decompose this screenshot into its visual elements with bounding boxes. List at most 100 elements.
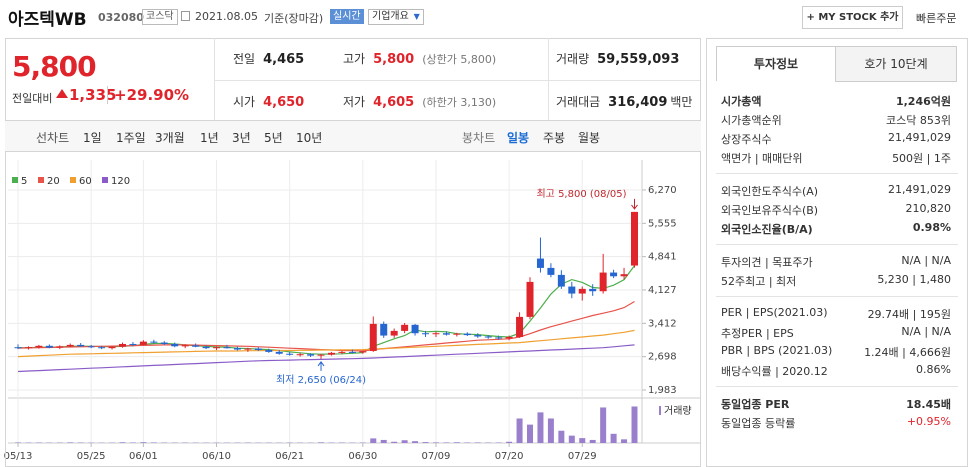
- volume-bar: [140, 442, 147, 443]
- legend-label: 60: [79, 176, 92, 187]
- quick-order-button[interactable]: 빠른주문: [916, 12, 957, 25]
- period-tab[interactable]: 10년: [296, 131, 323, 145]
- info-value: N/A | N/A: [901, 254, 951, 267]
- info-tab-active[interactable]: 투자정보: [716, 46, 836, 82]
- x-tick-label: 05/25: [77, 451, 106, 462]
- y-tick-label: 5,555: [648, 218, 677, 229]
- volume-bar: [412, 441, 419, 443]
- info-value: 18.45배: [906, 398, 951, 411]
- candle-body: [495, 337, 503, 339]
- candle-body: [484, 336, 492, 338]
- volume-bar: [119, 442, 126, 443]
- stat-label: 저가: [343, 95, 366, 109]
- legend-swatch: [12, 177, 18, 183]
- volume-bar: [527, 424, 534, 443]
- candle-body: [77, 344, 85, 347]
- stat-value: 316,409: [608, 95, 668, 110]
- volume-bar: [506, 441, 513, 443]
- volume-bar: [401, 440, 408, 443]
- candle-body: [610, 272, 618, 277]
- stat-value: 4,465: [263, 52, 305, 67]
- legend-swatch: [38, 177, 44, 183]
- date: 2021.08.05: [195, 10, 258, 23]
- realtime-badge[interactable]: 실시간: [330, 9, 364, 24]
- candle-body: [411, 324, 419, 334]
- info-value: 500원 | 1주: [892, 152, 951, 165]
- volume-bar: [621, 439, 628, 443]
- stock-code: 032080: [98, 11, 144, 24]
- volume-bar: [391, 441, 398, 443]
- info-label: 외국인한도주식수(A): [721, 185, 819, 198]
- period-tab[interactable]: 3년: [232, 131, 251, 145]
- candle-body: [578, 288, 586, 294]
- candle-tab[interactable]: 주봉: [543, 131, 566, 145]
- candle-body: [338, 351, 346, 353]
- info-label: 투자의견 | 목표주가: [721, 256, 813, 269]
- candle-body: [348, 351, 356, 353]
- candle-tab[interactable]: 월봉: [578, 131, 601, 145]
- period-tab[interactable]: 1년: [200, 131, 219, 145]
- info-row: 투자의견 | 목표주가 N/A | N/A: [721, 254, 951, 270]
- market-badge: 코스닥: [142, 9, 178, 25]
- company-info-button[interactable]: 기업개요 ▼: [368, 9, 424, 25]
- candle-body: [56, 346, 64, 348]
- volume-bar: [516, 418, 523, 443]
- tab-group-label: 선차트: [36, 131, 70, 145]
- info-row: 동일업종 PER 18.45배: [721, 396, 951, 412]
- divider: [215, 80, 700, 81]
- info-label: 시가총액순위: [721, 114, 782, 127]
- info-value: 0.86%: [916, 363, 951, 376]
- candle-body: [516, 316, 524, 337]
- info-row: 상장주식수 21,491,029: [721, 131, 951, 147]
- divider: [107, 86, 108, 104]
- ma-line: [17, 329, 635, 358]
- candle-body: [192, 345, 200, 347]
- candle-tab[interactable]: 일봉: [507, 131, 530, 145]
- volume-bar: [443, 442, 450, 443]
- candle-body: [327, 352, 335, 355]
- y-tick-label: 3,412: [648, 318, 677, 329]
- volume-bar: [15, 442, 21, 443]
- info-row: 외국인한도주식수(A) 21,491,029: [721, 183, 951, 199]
- stat-label: 고가: [343, 52, 366, 66]
- period-tab[interactable]: 1일: [83, 131, 102, 145]
- stat-value: 5,800: [373, 52, 415, 67]
- candle-body: [599, 272, 607, 292]
- candle-body: [14, 347, 22, 349]
- info-row: PBR | BPS (2021.03) 1.24배 | 4,666원: [721, 344, 951, 360]
- divider: [548, 38, 549, 120]
- info-row: 동일업종 등락률 +0.95%: [721, 415, 951, 431]
- candle-body: [557, 274, 565, 287]
- y-tick-label: 1,983: [648, 385, 677, 396]
- high-annotation: 최고 5,800 (08/05): [536, 188, 626, 200]
- x-tick-label: 06/01: [129, 451, 158, 462]
- stat-item: 전일 4,465: [233, 50, 304, 67]
- candle-body: [505, 336, 513, 339]
- my-stock-button[interactable]: + MY STOCK 추가: [802, 6, 903, 29]
- period-tab[interactable]: 3개월: [155, 131, 185, 145]
- info-row: 액면가 | 매매단위 500원 | 1주: [721, 150, 951, 166]
- x-tick-label: 07/09: [422, 451, 451, 462]
- candle-body: [359, 351, 367, 353]
- legend-swatch: [102, 177, 108, 183]
- stock-name: 아즈텍WB: [8, 10, 87, 30]
- candle-body: [286, 353, 294, 355]
- candle-body: [474, 335, 482, 337]
- candle-body: [244, 348, 252, 350]
- info-value: 1,246억원: [895, 95, 951, 108]
- info-label: 액면가 | 매매단위: [721, 152, 803, 165]
- info-value: 21,491,029: [888, 131, 951, 144]
- info-value: +0.95%: [906, 415, 951, 428]
- volume-bar: [547, 418, 554, 443]
- period-tab[interactable]: 5년: [264, 131, 283, 145]
- x-tick-label: 06/21: [275, 451, 304, 462]
- stat-item: 시가 4,650: [233, 93, 304, 110]
- stat-label: 시가: [233, 95, 256, 109]
- x-tick-label: 06/10: [202, 451, 231, 462]
- period-tab[interactable]: 1주일: [116, 131, 146, 145]
- info-value: 21,491,029: [888, 183, 951, 196]
- y-tick-label: 4,127: [648, 285, 677, 296]
- dropdown-arrow: ▼: [413, 12, 420, 21]
- info-tab[interactable]: 호가 10단계: [835, 46, 957, 82]
